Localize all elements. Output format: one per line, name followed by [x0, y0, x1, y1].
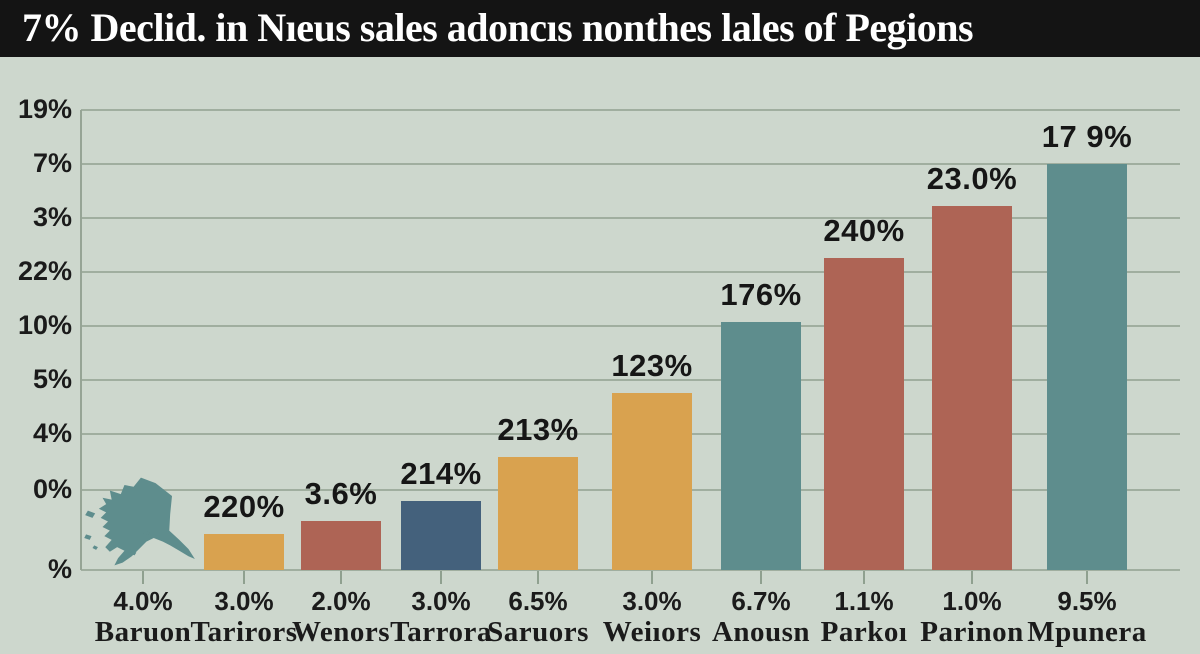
gridline	[81, 325, 1180, 327]
bar-value-label: 23.0%	[926, 161, 1018, 196]
y-axis-tick-label: 4%	[32, 418, 72, 448]
x-axis-tick	[760, 571, 762, 584]
y-axis-tick-label: 19%	[17, 94, 72, 124]
bar-anousn	[721, 322, 801, 570]
bar-saruors	[498, 457, 578, 570]
category-percent-label: 9.5%	[1057, 586, 1117, 616]
map-bar-baruon	[78, 474, 202, 570]
bar-weiıors	[612, 393, 692, 570]
x-axis-tick	[142, 571, 144, 584]
x-axis-category-label: 3.0% Tarirors	[154, 586, 334, 649]
gridline	[81, 163, 1180, 165]
x-axis-tick	[537, 571, 539, 584]
x-axis-category-label: 1.1% Parkoı	[774, 586, 954, 649]
x-axis-category-label: 2.0% Wenors	[251, 586, 431, 649]
x-axis-category-label: 1.0% Parinon	[882, 586, 1062, 649]
category-name-label: Tarirors	[190, 616, 298, 648]
y-axis-line	[80, 110, 82, 570]
category-name-label: Tarrora	[390, 616, 492, 648]
y-axis-tick-label: 7%	[32, 148, 72, 178]
category-percent-label: 1.1%	[834, 586, 894, 616]
bar-tarirors	[204, 534, 284, 570]
y-axis-tick-label: %	[47, 554, 72, 584]
y-axis-tick-label: 5%	[32, 364, 72, 394]
bar-value-label: 240%	[823, 213, 905, 248]
bar-parkoı	[824, 258, 904, 570]
x-axis-category-label: 6.7% Anousn	[671, 586, 851, 649]
category-percent-label: 4.0%	[113, 586, 173, 616]
gridline	[81, 271, 1180, 273]
bar-wenors	[301, 521, 381, 570]
gridline	[81, 379, 1180, 381]
y-axis-tick-label: 10%	[17, 310, 72, 340]
bar-parinon	[932, 206, 1012, 570]
bar-value-label: 214%	[400, 456, 482, 491]
x-axis-tick	[340, 571, 342, 584]
category-name-label: Saruors	[487, 616, 589, 648]
category-name-label: Parinon	[920, 616, 1024, 648]
category-name-label: Wenors	[291, 616, 391, 648]
bar-value-label: 213%	[497, 412, 579, 447]
x-axis-category-label: 3.0% Tarrora	[351, 586, 531, 649]
gridline	[81, 569, 1180, 571]
x-axis-category-label: 9.5% Mpunera	[997, 586, 1177, 649]
x-axis-tick	[243, 571, 245, 584]
bar-value-label: 17 9%	[1041, 119, 1133, 154]
category-percent-label: 2.0%	[311, 586, 371, 616]
category-name-label: Anousn	[711, 616, 811, 648]
y-axis-tick-label: 22%	[17, 256, 72, 286]
gridline	[81, 109, 1180, 111]
alaska-map-icon	[84, 477, 195, 566]
x-axis-category-label: 6.5% Saruors	[448, 586, 628, 649]
chart-title: 7% Declid. in Nıeus sales adoncıs nonthe…	[22, 5, 974, 50]
category-name-label: Parkoı	[820, 616, 908, 648]
x-axis-tick	[1086, 571, 1088, 584]
y-axis-tick-label: 0%	[32, 474, 72, 504]
category-percent-label: 6.5%	[508, 586, 568, 616]
x-axis-tick	[651, 571, 653, 584]
y-axis-tick-label: 3%	[32, 202, 72, 232]
category-percent-label: 3.0%	[411, 586, 471, 616]
category-percent-label: 6.7%	[731, 586, 791, 616]
category-name-label: Mpunera	[1027, 616, 1147, 648]
category-percent-label: 3.0%	[214, 586, 274, 616]
category-percent-label: 1.0%	[942, 586, 1002, 616]
x-axis-tick	[971, 571, 973, 584]
title-banner: 7% Declid. in Nıeus sales adoncıs nonthe…	[0, 0, 1200, 57]
bar-value-label: 176%	[720, 277, 802, 312]
category-name-label: Baruon	[94, 616, 192, 648]
x-axis-tick	[863, 571, 865, 584]
bar-mpunera	[1047, 164, 1127, 570]
bar-tarrora	[401, 501, 481, 570]
category-name-label: Weiıors	[602, 616, 702, 648]
gridline	[81, 217, 1180, 219]
x-axis-tick	[440, 571, 442, 584]
category-percent-label: 3.0%	[622, 586, 682, 616]
bar-value-label: 220%	[203, 489, 285, 524]
bar-value-label: 3.6%	[304, 476, 378, 511]
x-axis-category-label: 4.0% Baruon	[53, 586, 233, 649]
bar-value-label: 123%	[611, 348, 693, 383]
x-axis-category-label: 3.0% Weiıors	[562, 586, 742, 649]
